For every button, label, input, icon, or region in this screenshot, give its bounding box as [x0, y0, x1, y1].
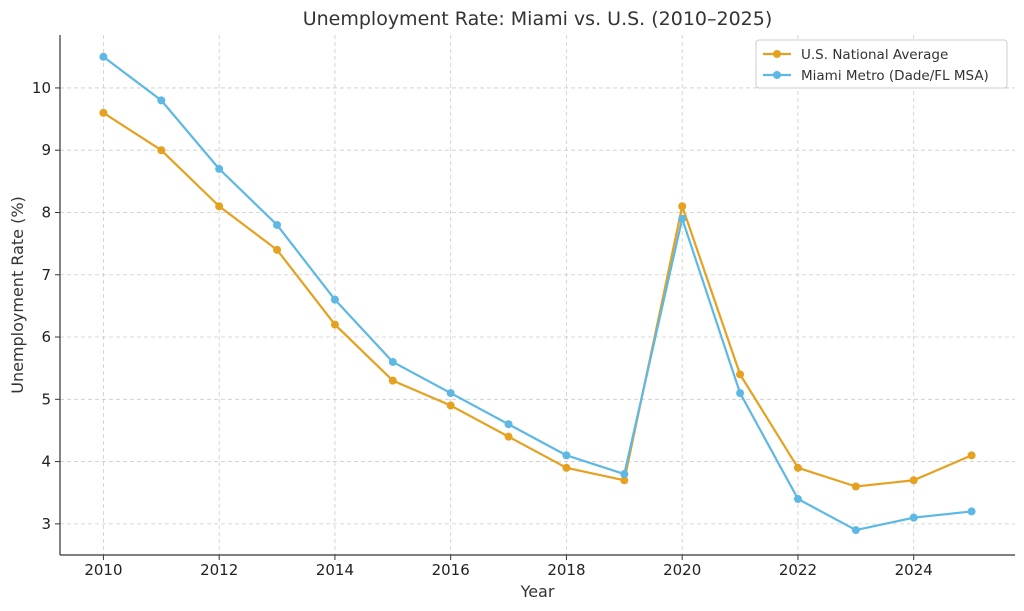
data-point — [678, 214, 687, 223]
series-line — [102, 111, 973, 488]
legend-item: U.S. National Average — [763, 47, 948, 63]
legend: U.S. National Average Miami Metro (Dade/F… — [755, 39, 1008, 89]
data-point — [909, 476, 918, 485]
y-tick-label: 3 — [41, 515, 51, 533]
series-us-national — [99, 108, 976, 491]
chart-title: Unemployment Rate: Miami vs. U.S. (2010–… — [303, 8, 773, 30]
y-tick-label: 5 — [41, 390, 51, 408]
y-tick-label: 7 — [41, 266, 51, 284]
data-point — [99, 52, 108, 61]
x-axis-label: Year — [520, 582, 555, 601]
legend-label: U.S. National Average — [801, 47, 948, 63]
data-point — [851, 482, 860, 491]
y-tick-label: 4 — [41, 453, 51, 471]
data-point — [793, 463, 802, 472]
data-point — [620, 470, 629, 479]
legend-label: Miami Metro (Dade/FL MSA) — [801, 68, 989, 84]
data-point — [330, 295, 339, 304]
x-tick-label: 2014 — [316, 561, 354, 579]
data-point — [99, 108, 108, 117]
data-point — [215, 202, 224, 211]
data-point — [562, 463, 571, 472]
data-point — [967, 451, 976, 460]
x-tick-label: 2012 — [200, 561, 238, 579]
x-tick-label: 2018 — [547, 561, 585, 579]
data-point — [330, 320, 339, 329]
data-point — [273, 245, 282, 254]
y-tick-label: 8 — [41, 203, 51, 221]
data-point — [215, 164, 224, 173]
x-tick-label: 2010 — [84, 561, 122, 579]
data-point — [678, 202, 687, 211]
data-point — [388, 357, 397, 366]
data-point — [446, 401, 455, 410]
x-tick-label: 2024 — [895, 561, 933, 579]
x-tick-label: 2016 — [432, 561, 470, 579]
data-point — [157, 146, 166, 155]
y-tick-label: 9 — [41, 141, 51, 159]
data-point — [620, 476, 629, 485]
series-layer — [99, 52, 976, 535]
data-point — [562, 451, 571, 460]
data-point — [851, 526, 860, 535]
data-point — [967, 507, 976, 516]
legend-marker — [773, 50, 781, 58]
y-tick-label: 10 — [32, 79, 51, 97]
legend-box — [755, 39, 1008, 89]
x-tick-label: 2020 — [663, 561, 701, 579]
x-tick-label: 2022 — [779, 561, 817, 579]
grid-lines — [60, 35, 1015, 555]
data-point — [273, 220, 282, 229]
data-point — [909, 513, 918, 522]
data-point — [504, 432, 513, 441]
data-point — [793, 494, 802, 503]
data-point — [388, 376, 397, 385]
data-point — [504, 420, 513, 429]
y-tick-label: 6 — [41, 328, 51, 346]
series-line — [102, 55, 972, 532]
data-point — [446, 389, 455, 398]
series-miami-metro — [99, 52, 976, 535]
axes: 2010 2012 2014 2016 2018 2020 2022 2024 3 4 5 6 7 8 9 1… — [32, 35, 1015, 579]
data-point — [736, 370, 745, 379]
data-point — [157, 96, 166, 105]
data-point — [736, 389, 745, 398]
legend-marker — [773, 71, 781, 79]
legend-item: Miami Metro (Dade/FL MSA) — [763, 68, 989, 84]
y-axis-label: Unemployment Rate (%) — [8, 196, 27, 394]
